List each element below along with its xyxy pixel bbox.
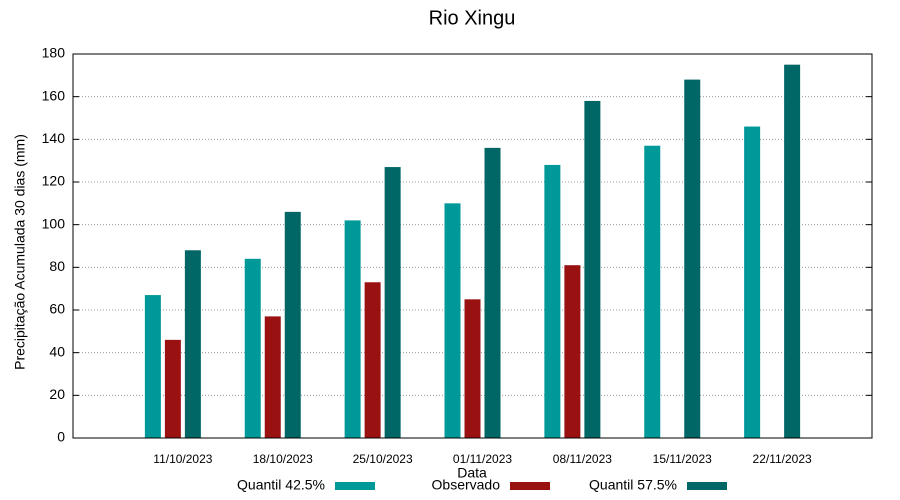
bar — [684, 79, 701, 438]
y-tick-label: 140 — [42, 130, 66, 146]
x-tick-label: 15/11/2023 — [653, 452, 712, 466]
bar — [264, 316, 281, 438]
x-tick-label: 18/10/2023 — [253, 452, 313, 466]
bar — [184, 250, 201, 438]
bar — [464, 299, 481, 438]
bar — [144, 295, 161, 438]
bar — [444, 203, 461, 438]
bar — [584, 100, 601, 438]
x-tick-label: 01/11/2023 — [453, 452, 512, 466]
legend-swatch — [687, 482, 727, 490]
x-tick-label: 08/11/2023 — [553, 452, 612, 466]
bar — [244, 258, 261, 438]
x-tick-label: 22/11/2023 — [753, 452, 812, 466]
y-axis-label: Precipitação Acumulada 30 dias (mm) — [12, 134, 28, 370]
bar — [484, 147, 501, 438]
x-tick-label: 25/10/2023 — [353, 452, 413, 466]
bar — [564, 265, 581, 438]
bar — [784, 64, 801, 439]
legend-swatch — [335, 482, 375, 490]
legend-label: Quantil 42.5% — [237, 477, 325, 493]
chart-title: Rio Xingu — [429, 7, 516, 29]
plot-border — [72, 53, 873, 439]
y-tick-label: 80 — [49, 258, 65, 274]
y-tick-label: 180 — [42, 45, 66, 61]
x-axis-label: Data — [457, 465, 487, 481]
y-tick-label: 0 — [57, 429, 65, 445]
bar — [284, 211, 301, 438]
bar — [164, 339, 181, 438]
y-tick-label: 60 — [49, 301, 65, 317]
legend-swatch — [510, 482, 550, 490]
bar — [544, 164, 561, 438]
y-tick-label: 100 — [42, 215, 66, 231]
bar — [744, 126, 761, 439]
y-tick-label: 160 — [42, 87, 66, 103]
x-tick-label: 11/10/2023 — [153, 452, 212, 466]
bar — [344, 220, 361, 438]
legend-label: Quantil 57.5% — [589, 477, 677, 493]
y-tick-label: 120 — [42, 173, 66, 189]
y-tick-label: 20 — [49, 386, 65, 402]
bar — [644, 145, 661, 438]
y-tick-label: 40 — [49, 343, 65, 359]
bar — [384, 167, 401, 439]
legend-label: Observado — [432, 477, 501, 493]
bar — [364, 282, 381, 438]
